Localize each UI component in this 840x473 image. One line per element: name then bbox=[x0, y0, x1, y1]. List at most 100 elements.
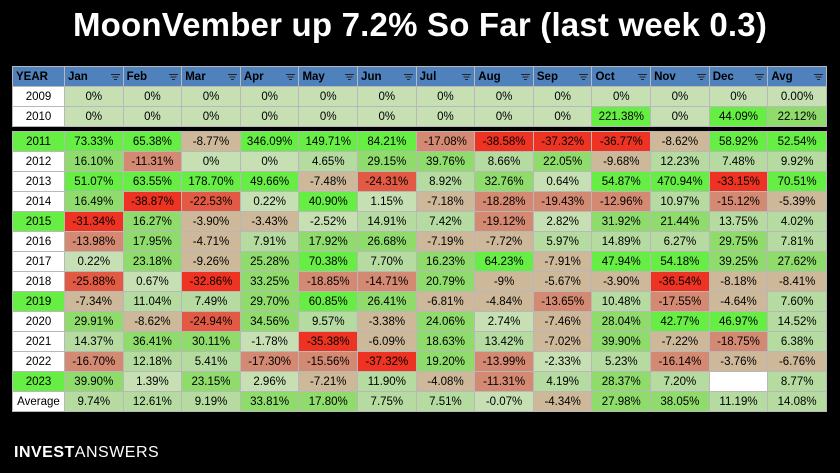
filter-dropdown-icon[interactable] bbox=[345, 73, 355, 80]
table-cell: -4.71% bbox=[181, 231, 241, 252]
column-header-sep[interactable]: Sep bbox=[532, 66, 593, 87]
filter-dropdown-icon[interactable] bbox=[814, 73, 823, 80]
table-cell: 8.77% bbox=[767, 371, 827, 392]
table-row: 2016 -13.98% 17.95% -4.71% 7.91% 17.92% 26.68%… bbox=[12, 231, 827, 252]
filter-dropdown-icon[interactable] bbox=[286, 73, 296, 80]
table-cell: 64.23% bbox=[474, 251, 534, 272]
column-header-jan[interactable]: Jan bbox=[64, 66, 124, 87]
table-cell: 7.48% bbox=[708, 151, 769, 172]
table-cell: -4.84% bbox=[474, 291, 534, 312]
table-cell: 39.90% bbox=[591, 331, 652, 352]
table-cell: -2.33% bbox=[532, 351, 593, 372]
table-row: 2017 0.22% 23.18% -9.26% 25.28% 70.38% 7.70% 16… bbox=[12, 251, 827, 272]
column-header-year[interactable]: YEAR bbox=[12, 66, 65, 87]
year-cell: 2014 bbox=[12, 191, 65, 212]
filter-dropdown-icon[interactable] bbox=[462, 73, 472, 80]
table-cell: -25.88% bbox=[64, 271, 124, 292]
table-cell: -18.85% bbox=[298, 271, 359, 292]
column-header-dec[interactable]: Dec bbox=[708, 66, 769, 87]
table-cell: 54.18% bbox=[650, 251, 710, 272]
filter-dropdown-icon[interactable] bbox=[579, 73, 589, 80]
year-cell: 2022 bbox=[12, 351, 65, 372]
table-cell: 2.96% bbox=[239, 371, 300, 392]
filter-dropdown-icon[interactable] bbox=[169, 73, 179, 80]
table-cell: 0% bbox=[474, 106, 534, 127]
table-cell: 8.66% bbox=[474, 151, 534, 172]
table-cell: 25.28% bbox=[239, 251, 300, 272]
table-cell: 26.41% bbox=[357, 291, 417, 312]
year-cell: 2015 bbox=[12, 211, 65, 232]
table-cell: -8.77% bbox=[181, 131, 241, 152]
table-cell: 7.51% bbox=[415, 391, 476, 412]
column-header-label: Jul bbox=[419, 70, 437, 83]
column-header-apr[interactable]: Apr bbox=[239, 66, 300, 87]
table-cell: 0% bbox=[591, 86, 652, 107]
table-row: 2023 39.90% 1.39% 23.15% 2.96% -7.21% 11.90% -4… bbox=[12, 371, 827, 392]
table-cell: 14.89% bbox=[591, 231, 652, 252]
table-cell: -4.34% bbox=[532, 391, 593, 412]
table-cell: 29.91% bbox=[64, 311, 124, 332]
table-cell: -1.78% bbox=[239, 331, 300, 352]
table-cell: 0.67% bbox=[122, 271, 183, 292]
table-cell: 58.92% bbox=[708, 131, 769, 152]
table-cell: 221.38% bbox=[591, 106, 652, 127]
table-row: 2013 51.07% 63.55% 178.70% 49.66% -7.48% -24.3… bbox=[12, 171, 827, 192]
table-row: 2020 29.91% -8.62% -24.94% 34.56% 9.57% -3.38%… bbox=[12, 311, 827, 332]
table-cell: -12.96% bbox=[591, 191, 652, 212]
column-header-nov[interactable]: Nov bbox=[650, 66, 710, 87]
filter-dropdown-icon[interactable] bbox=[755, 73, 765, 80]
table-cell: 14.08% bbox=[767, 391, 827, 412]
column-header-label: Jun bbox=[361, 70, 382, 83]
column-header-jul[interactable]: Jul bbox=[415, 66, 476, 87]
table-cell: 2.74% bbox=[474, 311, 534, 332]
filter-dropdown-icon[interactable] bbox=[520, 73, 530, 80]
table-cell: -7.34% bbox=[64, 291, 124, 312]
table-cell: 84.21% bbox=[357, 131, 417, 152]
column-header-aug[interactable]: Aug bbox=[474, 66, 534, 87]
column-header-label: Feb bbox=[126, 70, 148, 83]
column-header-label: Aug bbox=[478, 70, 501, 83]
column-header-label: Sep bbox=[536, 70, 558, 83]
table-cell: 20.79% bbox=[415, 271, 476, 292]
filter-dropdown-icon[interactable] bbox=[696, 73, 706, 80]
table-cell: -5.67% bbox=[532, 271, 593, 292]
column-header-jun[interactable]: Jun bbox=[357, 66, 417, 87]
table-cell: 11.04% bbox=[122, 291, 183, 312]
table-cell: 9.92% bbox=[767, 151, 827, 172]
table-cell: 60.85% bbox=[298, 291, 359, 312]
table-cell: -15.56% bbox=[298, 351, 359, 372]
column-header-feb[interactable]: Feb bbox=[122, 66, 183, 87]
table-cell: 30.11% bbox=[181, 331, 241, 352]
table-row: 2019 -7.34% 11.04% 7.49% 29.70% 60.85% 26.41% -… bbox=[12, 291, 827, 312]
table-cell: 23.15% bbox=[181, 371, 241, 392]
filter-dropdown-icon[interactable] bbox=[638, 73, 648, 80]
table-cell: 42.77% bbox=[650, 311, 710, 332]
table-cell: -4.64% bbox=[708, 291, 769, 312]
column-header-may[interactable]: May bbox=[298, 66, 359, 87]
filter-dropdown-icon[interactable] bbox=[227, 73, 237, 80]
table-cell: -6.09% bbox=[357, 331, 417, 352]
table-cell: 8.92% bbox=[415, 171, 476, 192]
column-header-mar[interactable]: Mar bbox=[181, 66, 241, 87]
table-cell: 22.05% bbox=[532, 151, 593, 172]
table-cell: 0% bbox=[474, 86, 534, 107]
table-cell: 28.04% bbox=[591, 311, 652, 332]
table-cell: -7.72% bbox=[474, 231, 534, 252]
table-cell: 13.75% bbox=[708, 211, 769, 232]
column-header-avg[interactable]: Avg bbox=[767, 66, 827, 87]
table-cell: -24.31% bbox=[357, 171, 417, 192]
column-header-oct[interactable]: Oct bbox=[591, 66, 652, 87]
table-cell bbox=[708, 371, 769, 392]
filter-dropdown-icon[interactable] bbox=[110, 73, 120, 80]
table-cell: 0.22% bbox=[239, 191, 300, 212]
table-cell: 22.12% bbox=[767, 106, 827, 127]
column-header-label: Dec bbox=[712, 70, 734, 83]
table-cell: -16.14% bbox=[650, 351, 710, 372]
column-header-label: Mar bbox=[185, 70, 206, 83]
table-cell: -8.62% bbox=[650, 131, 710, 152]
filter-dropdown-icon[interactable] bbox=[403, 73, 413, 80]
table-row: 2012 16.10% -11.31% 0% 0% 4.65% 29.15% 39.76% 8.… bbox=[12, 151, 827, 172]
table-cell: 0% bbox=[650, 106, 710, 127]
table-cell: 63.55% bbox=[122, 171, 183, 192]
table-cell: 0% bbox=[181, 106, 241, 127]
